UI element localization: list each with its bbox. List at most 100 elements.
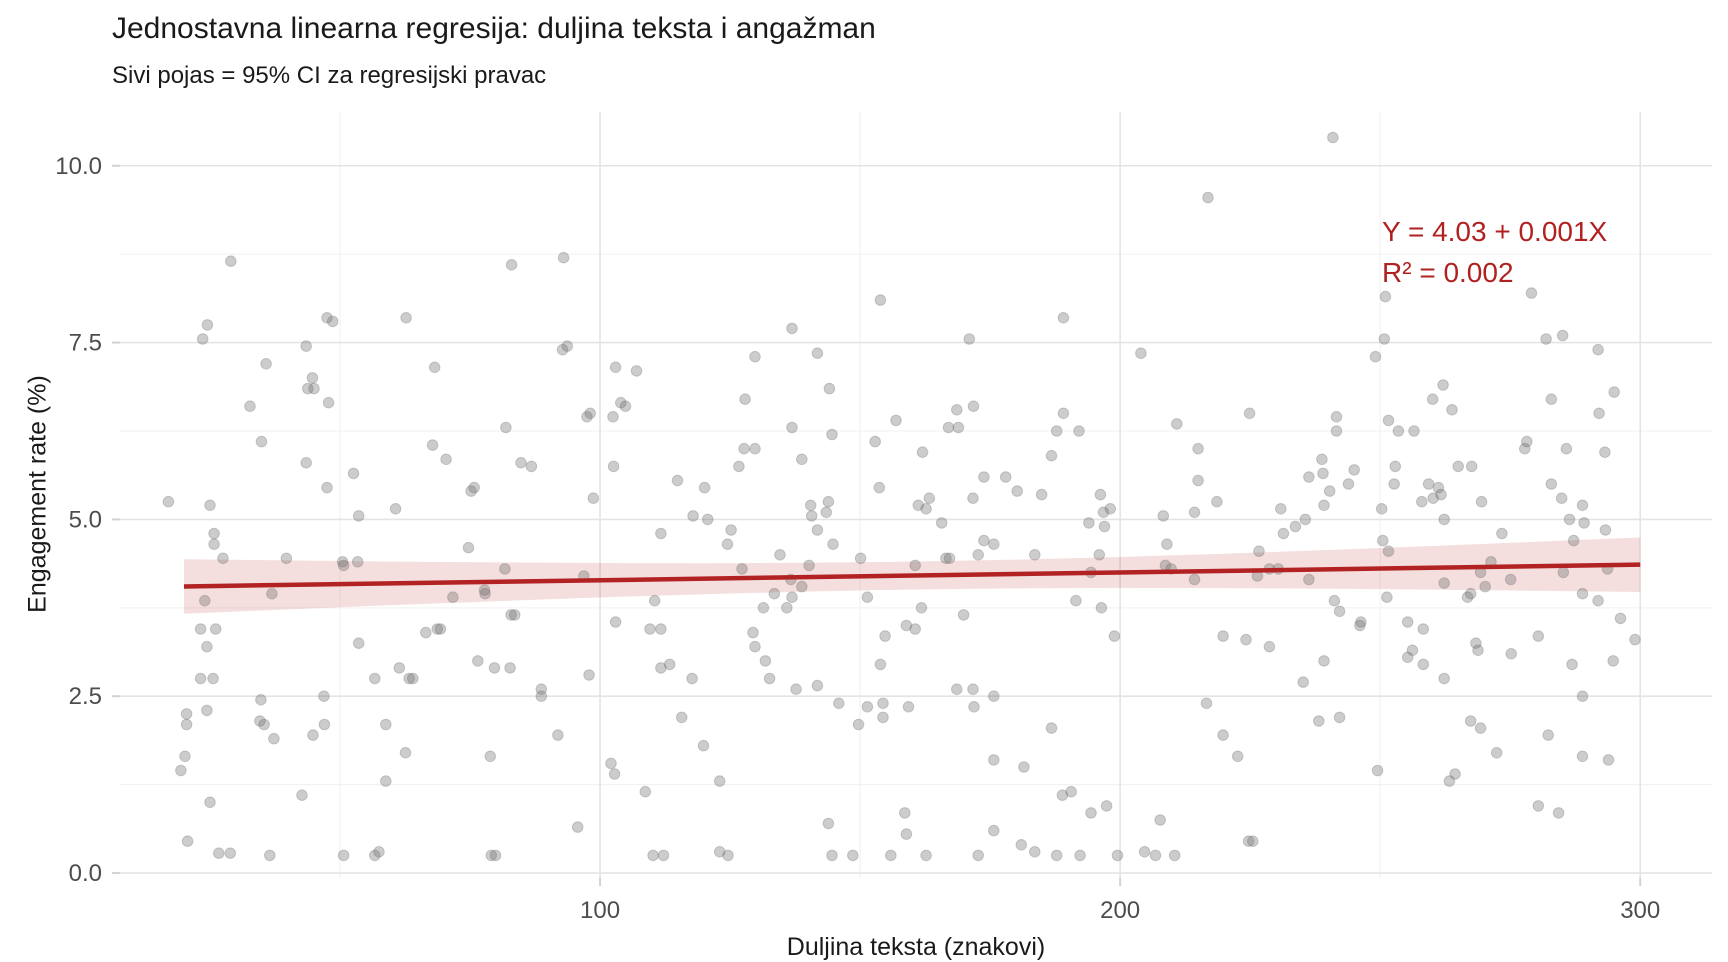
data-point: [1576, 690, 1589, 703]
x-tick-label: 100: [580, 897, 620, 924]
data-point: [861, 591, 874, 604]
data-point: [1566, 658, 1578, 671]
data-point: [1243, 407, 1256, 420]
data-point: [1157, 510, 1170, 522]
data-point: [1050, 425, 1063, 437]
data-point: [254, 715, 266, 727]
data-point: [951, 404, 963, 416]
data-point: [258, 718, 270, 731]
data-point: [1018, 761, 1030, 773]
data-point: [255, 694, 267, 706]
data-point: [180, 708, 193, 720]
data-point: [952, 421, 965, 434]
data-point: [923, 492, 936, 505]
data-point: [428, 361, 441, 374]
data-point: [318, 690, 330, 703]
data-point: [1432, 481, 1445, 494]
data-point: [1240, 633, 1252, 646]
data-point: [1093, 549, 1106, 561]
data-point: [465, 485, 477, 497]
data-point: [900, 828, 913, 840]
data-point: [647, 849, 659, 862]
data-point: [217, 552, 229, 565]
data-point: [1521, 435, 1533, 448]
data-point: [208, 527, 220, 540]
data-point: [912, 499, 925, 512]
data-point: [1389, 460, 1402, 473]
data-point: [1437, 379, 1449, 391]
data-point: [972, 849, 985, 862]
x-axis-title: Duljina teksta (znakovi): [786, 933, 1046, 961]
data-point: [1417, 658, 1430, 671]
data-point: [1592, 594, 1604, 607]
data-point: [1108, 630, 1121, 642]
data-point: [1073, 425, 1085, 437]
data-point: [1382, 545, 1395, 558]
data-point: [877, 697, 889, 710]
data-point: [399, 747, 412, 759]
data-point: [902, 701, 915, 713]
data-point: [1540, 333, 1552, 345]
data-point: [322, 396, 335, 409]
data-point: [224, 847, 237, 860]
data-point: [535, 683, 548, 696]
data-point: [874, 658, 887, 671]
data-point: [963, 333, 976, 345]
data-point: [1057, 312, 1070, 324]
data-point: [1557, 566, 1570, 579]
data-point: [988, 824, 1000, 837]
data-point: [1074, 849, 1086, 862]
data-point: [1253, 545, 1265, 558]
data-point: [811, 679, 824, 692]
data-point: [1464, 587, 1477, 600]
data-point: [786, 591, 798, 604]
data-point: [201, 640, 213, 653]
data-point: [890, 414, 902, 427]
data-point: [978, 534, 990, 547]
data-point: [1323, 485, 1336, 497]
data-point: [204, 796, 216, 809]
data-point: [1378, 333, 1391, 345]
data-point: [909, 559, 922, 572]
data-point: [587, 492, 600, 505]
data-point: [1422, 478, 1435, 490]
data-point: [557, 251, 570, 264]
data-point: [515, 457, 527, 469]
data-point: [1545, 393, 1558, 406]
data-point: [447, 591, 459, 604]
data-point: [644, 623, 656, 635]
data-point: [768, 587, 781, 600]
data-point: [1328, 594, 1341, 607]
data-point: [607, 460, 620, 473]
data-point: [1299, 513, 1312, 526]
data-point: [749, 350, 761, 363]
data-point: [1330, 411, 1343, 423]
data-point: [804, 499, 817, 512]
data-point: [877, 711, 889, 724]
data-point: [434, 623, 447, 635]
data-point: [308, 382, 320, 395]
data-point: [722, 849, 734, 862]
data-point: [583, 669, 595, 681]
data-point: [1217, 729, 1229, 741]
data-point: [1070, 594, 1082, 607]
data-point: [687, 510, 699, 522]
data-point: [1599, 446, 1611, 459]
data-point: [607, 411, 619, 423]
data-point: [468, 481, 481, 494]
data-point: [811, 347, 824, 360]
data-point: [686, 672, 698, 685]
data-point: [1426, 393, 1439, 406]
data-point: [822, 495, 835, 508]
data-point: [351, 556, 364, 568]
data-point: [380, 775, 392, 787]
data-point: [403, 672, 416, 685]
data-point: [420, 626, 432, 639]
data-point: [826, 849, 838, 862]
data-point: [915, 602, 928, 614]
regression-annotation: Y = 4.03 + 0.001X R² = 0.002: [1382, 211, 1607, 293]
data-point: [1545, 478, 1558, 490]
x-tick-label: 300: [1620, 897, 1660, 924]
data-point: [1401, 651, 1414, 664]
data-point: [1231, 750, 1244, 763]
